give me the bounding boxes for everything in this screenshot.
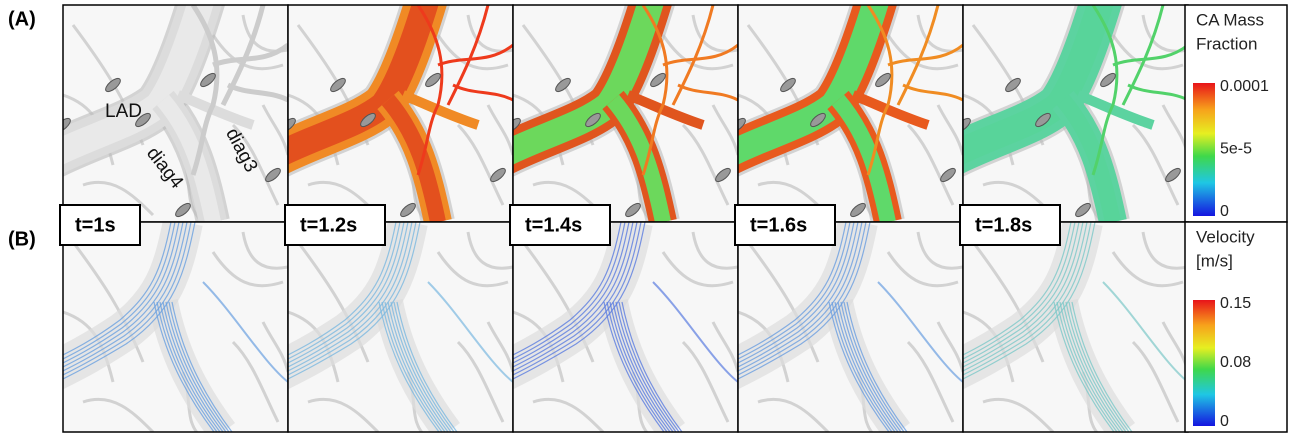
colorbar-tick-label: 0.15 (1220, 295, 1251, 312)
panel-image (953, 0, 1188, 222)
colorbar-tick-label: 5e-5 (1220, 141, 1252, 158)
time-label: t=1.8s (975, 214, 1032, 236)
time-label: t=1s (75, 214, 116, 236)
colorbar-tick-label: 0.0001 (1220, 78, 1269, 95)
panel-image (53, 222, 288, 435)
colorbar-tick-label: 0 (1220, 413, 1229, 430)
colorbar-tick-label: 0.08 (1220, 354, 1251, 371)
panel-image (953, 222, 1188, 435)
colorbar-title: [m/s] (1196, 251, 1233, 270)
time-label: t=1.4s (525, 214, 582, 236)
annotation: LAD (105, 101, 142, 122)
panel-image (728, 222, 963, 435)
colorbar-title: CA Mass (1196, 10, 1264, 29)
panel-label: (A) (8, 8, 36, 30)
panel-image (503, 222, 738, 435)
panel-image (278, 0, 513, 222)
panel-image (728, 0, 963, 222)
time-label: t=1.6s (750, 214, 807, 236)
time-label: t=1.2s (300, 214, 357, 236)
panel-label: (B) (8, 228, 36, 250)
colorbar (1193, 83, 1215, 216)
colorbar (1193, 300, 1215, 426)
colorbar-title: Fraction (1196, 34, 1257, 53)
panel-image (278, 222, 513, 435)
figure: CA Mass Fraction 0.0001 5e-5 0 Velocity [m/s] 0… (0, 0, 1290, 435)
panel-image (503, 0, 738, 222)
colorbar-tick-label: 0 (1220, 203, 1229, 220)
colorbar-title: Velocity (1196, 227, 1255, 246)
